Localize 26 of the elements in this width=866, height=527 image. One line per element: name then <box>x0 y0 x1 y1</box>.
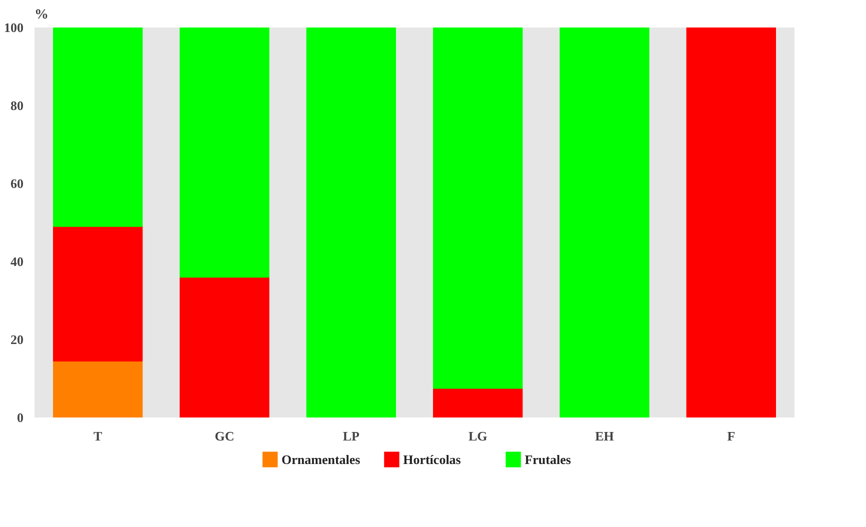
bar <box>180 28 270 278</box>
legend-label: Ornamentales <box>282 452 360 467</box>
bar <box>180 276 270 418</box>
bar <box>433 388 523 418</box>
bar <box>686 28 776 418</box>
x-tick-label: LP <box>342 428 360 444</box>
y-tick-label: 100 <box>4 20 24 35</box>
legend-label: Hortícolas <box>403 452 461 467</box>
y-tick-label: 20 <box>10 332 24 347</box>
bar <box>53 226 143 362</box>
x-tick-label: F <box>727 428 736 444</box>
x-tick-label: T <box>94 428 102 444</box>
y-tick-label: 0 <box>17 410 24 425</box>
legend-label: Frutales <box>524 452 571 467</box>
bar <box>433 28 523 389</box>
x-tick-label: GC <box>214 428 234 444</box>
bar <box>53 360 143 418</box>
y-tick-label: 60 <box>10 176 24 191</box>
bar <box>306 28 396 418</box>
y-axis-title: % <box>34 8 48 22</box>
x-tick-label: LG <box>468 428 488 444</box>
y-tick-label: 40 <box>10 254 24 269</box>
bar <box>560 28 650 418</box>
x-tick-label: EH <box>595 428 614 444</box>
bar <box>53 28 143 227</box>
y-tick-label: 80 <box>10 98 24 113</box>
